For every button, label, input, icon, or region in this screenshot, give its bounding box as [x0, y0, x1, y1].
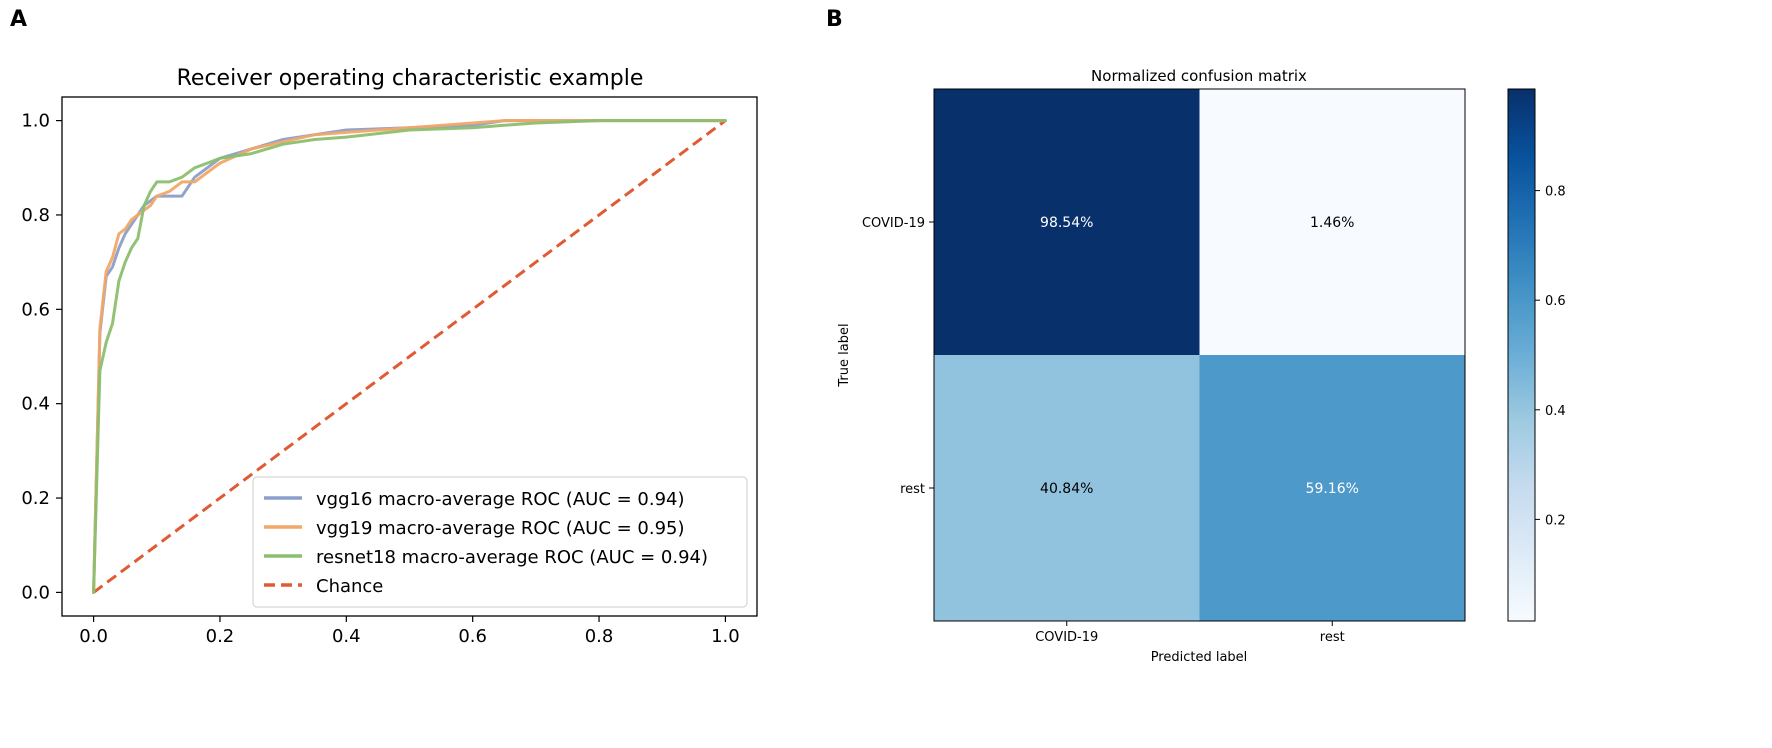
cm-frame: [933, 88, 1466, 622]
y-tick-label: 0.6: [21, 299, 50, 320]
cm-y-tick-label: rest: [900, 482, 925, 497]
roc-axis-ticks: 0.0 0.2 0.4 0.6 0.8 1.0 0.0 0.2 0.4 0.6 0.8 1.0: [21, 111, 739, 647]
y-tick-label: 0.2: [21, 488, 50, 509]
cm-x-tick-label: rest: [1320, 630, 1345, 645]
series-line-chance: [92, 119, 727, 594]
cm-cell: [1199, 89, 1465, 355]
cm-cells: 98.54% 1.46% 40.84% 59.16%: [934, 89, 1465, 621]
cm-title: Normalized confusion matrix: [1091, 67, 1307, 85]
colorbar-gradient: [1507, 88, 1536, 622]
confusion-matrix-chart: Normalized confusion matrix 98.54% 1.46% 4…: [837, 67, 1466, 665]
roc-legend: vgg16 macro-average ROC (AUC = 0.94) vgg1…: [252, 476, 748, 608]
cm-ticks: COVID-19 rest COVID-19 rest: [862, 216, 1345, 645]
y-tick-label: 1.0: [21, 111, 50, 132]
y-tick-label: 0.8: [21, 205, 50, 226]
x-tick-label: 0.6: [458, 626, 487, 647]
cm-cell: [934, 89, 1200, 355]
cm-xlabel: Predicted label: [1151, 650, 1248, 665]
panel-label-b: B: [826, 7, 843, 32]
cm-cell-label: 40.84%: [1040, 481, 1093, 497]
x-tick-label: 0.2: [206, 626, 235, 647]
colorbar-tick-label: 0.8: [1545, 185, 1566, 200]
legend-entry: Chance: [316, 576, 383, 597]
series-line-vgg16: [92, 119, 727, 594]
cm-ylabel: True label: [837, 323, 852, 387]
legend-entry: vgg19 macro-average ROC (AUC = 0.95): [316, 518, 685, 539]
y-tick-label: 0.0: [21, 582, 50, 603]
legend-frame: [252, 476, 748, 608]
series-line-vgg19: [92, 119, 727, 594]
colorbar-tick-label: 0.2: [1545, 513, 1566, 528]
roc-series-lines: [92, 119, 727, 594]
cm-cell-label: 98.54%: [1040, 215, 1093, 231]
cm-cell: [1199, 355, 1465, 621]
roc-chart: Receiver operating characteristic exampl…: [21, 66, 758, 647]
cm-y-tick-label: COVID-19: [862, 216, 925, 231]
y-tick-label: 0.4: [21, 394, 50, 415]
legend-entry: resnet18 macro-average ROC (AUC = 0.94): [316, 547, 708, 568]
cm-cell-label: 1.46%: [1310, 215, 1354, 231]
series-line-resnet18: [92, 119, 727, 594]
x-tick-label: 0.8: [585, 626, 614, 647]
roc-plot-frame: [61, 96, 758, 617]
colorbar-tick-label: 0.4: [1545, 404, 1566, 419]
x-tick-label: 0.0: [79, 626, 108, 647]
x-tick-label: 1.0: [711, 626, 740, 647]
colorbar-ticks: 0.2 0.4 0.6 0.8: [1535, 185, 1566, 528]
legend-entry: vgg16 macro-average ROC (AUC = 0.94): [316, 489, 685, 510]
cm-cell: [934, 355, 1200, 621]
cm-x-tick-label: COVID-19: [1035, 630, 1098, 645]
x-tick-label: 0.4: [332, 626, 361, 647]
colorbar: 0.2 0.4 0.6 0.8: [1507, 88, 1566, 622]
colorbar-tick-label: 0.6: [1545, 294, 1566, 309]
cm-cell-label: 59.16%: [1306, 481, 1359, 497]
roc-title: Receiver operating characteristic exampl…: [177, 66, 644, 91]
panel-label-a: A: [10, 7, 27, 32]
